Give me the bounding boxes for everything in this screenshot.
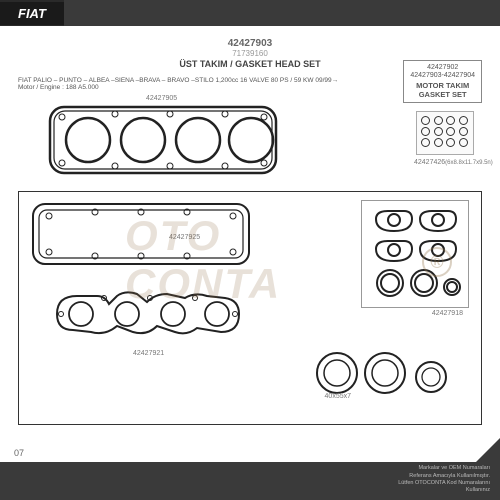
header-bar: FIAT [0,0,500,26]
footer-bar: Markalar ve OEM Numaraları Referans Amac… [0,462,500,500]
brand-tab: FIAT [0,2,64,25]
intake-gasket-box [361,200,469,308]
content-area: 42427902 42427903-42427904 MOTOR TAKIM G… [0,26,500,437]
part-number: 42427903 [18,38,482,49]
valve-cover-gasket [31,202,251,266]
related-line: 42427903-42427904 [410,72,475,80]
catalog-page: FIAT 42427902 42427903-42427904 MOTOR TA… [0,0,500,500]
intake-label: 42427918 [432,310,463,317]
registered-mark: ® [422,247,452,277]
ring-dim-label: 40x55x7 [325,393,351,400]
exhaust-label: 42427921 [133,350,164,357]
header-fill [64,0,500,26]
engine-code: Motor / Engine : 188 A5.000 [18,84,99,91]
valve-cover-label: 42427925 [169,234,200,241]
valve-seal-grid [416,111,474,155]
footer-disclaimer: Markalar ve OEM Numaraları Referans Amac… [398,465,490,494]
related-title: MOTOR TAKIM [410,81,475,90]
exhaust-gasket [47,284,247,346]
lower-components-box: 42427925 [18,191,482,425]
head-gasket-diagram [48,101,278,179]
related-line: 42427902 [410,64,475,72]
page-number: 07 [14,448,24,458]
seal-grid-label: 42427426(6x8.8x11.7x9.5n) [414,159,484,166]
oem-number: 71739160 [18,49,482,58]
corner-tab [476,438,500,462]
diagram-area: 42427905 [18,97,482,437]
